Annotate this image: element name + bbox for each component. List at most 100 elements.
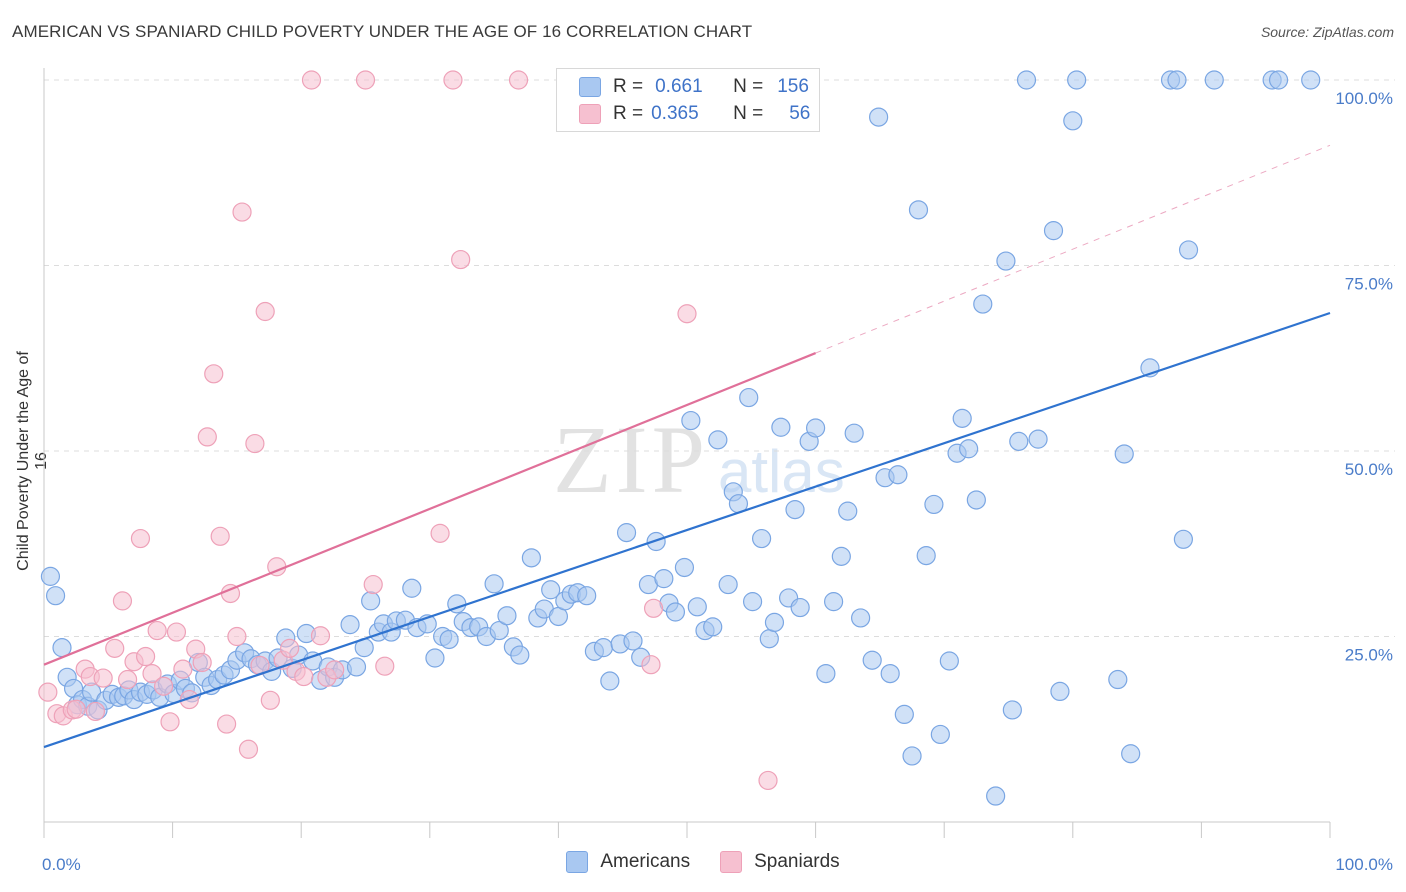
americans-trend-line [43, 311, 1331, 749]
spaniard-point [301, 70, 322, 90]
gridlines [44, 79, 1395, 637]
spaniard-point [135, 646, 156, 667]
spaniard-point [245, 433, 265, 454]
american-point [816, 663, 836, 684]
american-point [497, 606, 517, 626]
american-point [908, 200, 929, 220]
american-point [1016, 70, 1037, 90]
american-point [439, 629, 459, 650]
american-point [654, 569, 674, 589]
spaniard-point [238, 739, 259, 759]
chart-title: AMERICAN VS SPANIARD CHILD POVERTY UNDER… [12, 22, 753, 41]
legend-item-americans[interactable]: Americans [566, 851, 690, 873]
spaniard-point [363, 574, 383, 595]
spaniard-point [643, 598, 664, 618]
american-point [996, 251, 1016, 271]
spaniard-point [280, 638, 300, 658]
american-point [1002, 700, 1022, 720]
american-point [718, 574, 738, 595]
spaniard-point [85, 701, 106, 722]
spaniard-point [325, 660, 345, 680]
trend-lines [43, 144, 1331, 749]
x-tick-label-min: 0.0% [42, 855, 81, 874]
spaniard-point [443, 70, 463, 90]
chart-source: Source: ZipAtlas.com [1260, 24, 1394, 40]
americans-legend-swatch [566, 851, 589, 873]
spaniard-point [255, 301, 275, 322]
spaniard-point [93, 668, 113, 688]
spaniards-trend-line [43, 352, 817, 666]
american-point [665, 602, 686, 622]
american-point [1301, 70, 1321, 90]
american-point [45, 586, 66, 606]
y-tick-labels: 25.0% 50.0% 75.0% 100.0% [1335, 89, 1393, 665]
american-point [924, 494, 944, 515]
legend-item-spaniards[interactable]: Spaniards [720, 851, 840, 873]
series-legend: Americans Spaniards [0, 851, 1406, 873]
american-point [541, 580, 561, 600]
american-point [973, 294, 993, 314]
american-point [851, 608, 871, 628]
american-point [831, 546, 851, 566]
legend-r-value-spaniards: 0.365 [651, 103, 699, 124]
american-point [838, 501, 858, 521]
y-tick-label: 25.0% [1345, 646, 1393, 665]
american-point [952, 408, 972, 428]
american-point [1043, 221, 1064, 241]
spaniard-point [160, 712, 180, 732]
american-point [600, 671, 620, 691]
american-point [1067, 70, 1087, 90]
y-tick-label: 75.0% [1345, 275, 1393, 294]
spaniard-point [758, 770, 778, 791]
american-point [402, 578, 422, 598]
spaniard-point [192, 652, 212, 673]
american-point [703, 617, 723, 637]
american-point [708, 430, 728, 450]
legend-n-label: N = [733, 76, 764, 97]
american-point [674, 557, 695, 578]
americans-points [40, 70, 1321, 806]
spaniard-point [142, 663, 162, 684]
american-point [939, 651, 959, 671]
spaniard-point [294, 666, 314, 687]
legend-row-spaniards: R = 0.365 N = 56 [579, 101, 810, 127]
spaniard-point [355, 70, 376, 90]
spaniard-point [38, 682, 58, 702]
american-point [346, 657, 367, 677]
american-point [521, 548, 541, 568]
american-point [1167, 70, 1187, 90]
american-point [361, 591, 381, 611]
spaniard-point [204, 364, 224, 384]
american-point [484, 574, 504, 594]
y-tick-label: 100.0% [1335, 89, 1393, 108]
spaniard-point [451, 249, 471, 270]
american-point [764, 612, 785, 633]
spaniard-point [153, 676, 174, 696]
american-point [681, 410, 701, 431]
american-point [759, 629, 779, 649]
american-point [902, 746, 922, 766]
american-point [593, 638, 614, 658]
x-ticks [43, 822, 1331, 838]
american-point [930, 724, 950, 745]
american-point [425, 648, 445, 668]
spaniard-point [232, 202, 252, 222]
american-point [1204, 70, 1224, 90]
watermark-zip: ZIP [553, 406, 709, 513]
american-point [742, 592, 763, 612]
american-point [869, 107, 889, 127]
american-point [1114, 444, 1134, 464]
american-point [986, 786, 1006, 806]
spaniard-point [105, 638, 125, 658]
american-point [1050, 681, 1070, 702]
spaniards-points [38, 70, 778, 791]
american-point [687, 597, 707, 617]
american-point [1121, 744, 1141, 764]
american-point [751, 528, 772, 549]
american-point [1178, 240, 1199, 260]
american-point [1173, 529, 1193, 549]
spaniard-point [227, 626, 247, 647]
legend-r-value-americans: 0.661 [655, 76, 703, 97]
stats-legend: R = 0.661 N = 156 R = 0.365 N = 56 [556, 68, 820, 132]
american-point [894, 704, 914, 725]
